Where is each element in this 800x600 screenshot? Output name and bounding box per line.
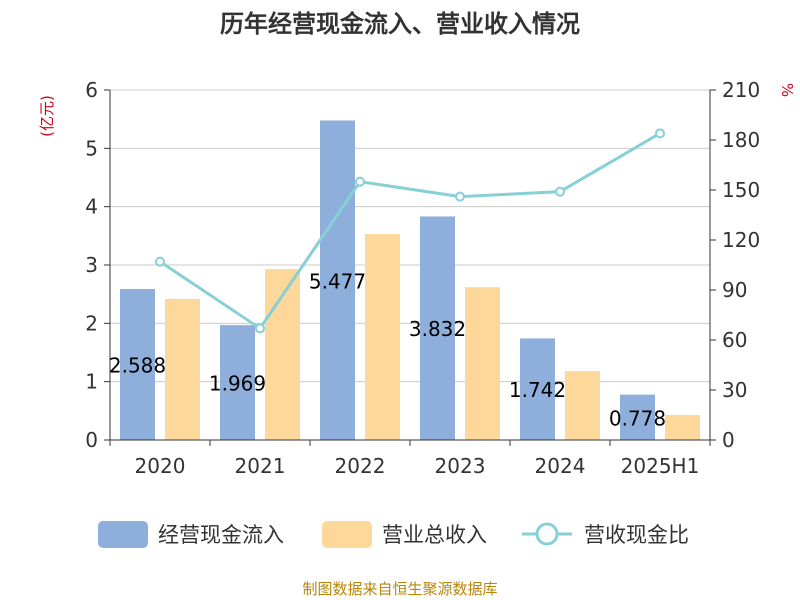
bar-value-label: 2.588	[109, 354, 166, 378]
right-tick-label: 120	[722, 228, 760, 252]
x-tick-label: 2024	[535, 454, 586, 478]
x-tick-label: 2020	[135, 454, 186, 478]
left-tick-label: 1	[85, 370, 98, 394]
right-tick-label: 180	[722, 128, 760, 152]
legend-swatch	[322, 521, 372, 548]
bar-value-label: 5.477	[309, 269, 366, 293]
legend-marker	[535, 522, 559, 546]
bar	[220, 325, 255, 440]
bar	[465, 287, 500, 440]
ratio-point	[655, 128, 665, 139]
left-tick-label: 0	[85, 428, 98, 452]
right-tick-label: 60	[722, 328, 747, 352]
left-tick-label: 5	[85, 136, 98, 160]
bar	[620, 394, 655, 440]
right-tick-label: 150	[722, 178, 760, 202]
left-axis-unit: (亿元)	[38, 95, 56, 137]
ratio-point	[355, 176, 365, 187]
right-tick-label: 30	[722, 378, 747, 402]
gridlines	[110, 89, 710, 383]
source-note: 制图数据来自恒生聚源数据库	[302, 580, 497, 598]
bar	[420, 216, 455, 440]
right-tick-label: 0	[722, 428, 735, 452]
right-tick-label: 90	[722, 278, 747, 302]
legend-label: 经营现金流入	[158, 523, 284, 547]
bar	[320, 120, 355, 440]
bar-value-label: 0.778	[609, 406, 666, 430]
bar-value-label: 1.742	[509, 378, 566, 402]
ratio-point	[255, 323, 265, 334]
ratio-point	[555, 186, 565, 197]
legend-swatch	[98, 521, 148, 548]
right-tick-label: 210	[722, 78, 760, 102]
ratio-point	[155, 256, 165, 267]
x-tick-label: 2025H1	[621, 454, 700, 478]
line-series	[155, 128, 665, 334]
right-axis-unit: %	[778, 83, 796, 97]
left-tick-label: 2	[85, 311, 98, 335]
left-tick-label: 3	[85, 253, 98, 277]
bar	[365, 234, 400, 440]
legend: 经营现金流入 营业总收入 营收现金比	[98, 521, 689, 548]
bar-value-label: 3.832	[409, 317, 466, 341]
bar	[165, 298, 200, 440]
x-tick-label: 2022	[335, 454, 386, 478]
left-tick-label: 6	[85, 78, 98, 102]
legend-label: 营业总收入	[382, 523, 487, 547]
legend-label: 营收现金比	[584, 523, 689, 547]
x-tick-label: 2021	[235, 454, 286, 478]
bar	[565, 371, 600, 440]
bar	[120, 289, 155, 440]
ratio-point	[455, 191, 465, 202]
chart-title: 历年经营现金流入、营业收入情况	[220, 10, 580, 38]
x-tick-label: 2023	[435, 454, 486, 478]
bar-series: 2.588 1.969 5.477 3.832 1.742 0.778	[109, 120, 700, 440]
bar	[665, 414, 700, 440]
bar-value-label: 1.969	[209, 372, 266, 396]
ratio-line	[159, 132, 661, 331]
left-tick-label: 4	[85, 195, 98, 219]
bar	[520, 338, 555, 440]
